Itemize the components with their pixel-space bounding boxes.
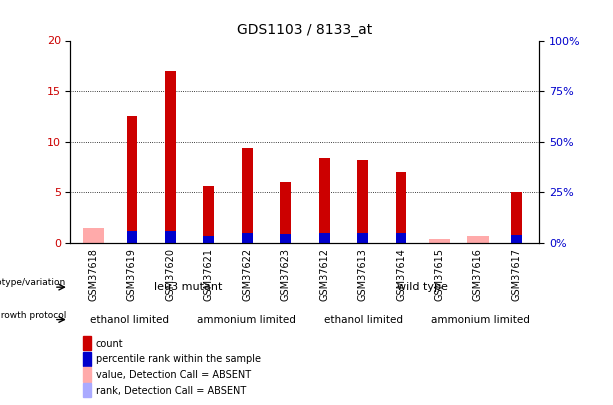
Bar: [511, 192, 522, 243]
Bar: [127, 231, 137, 243]
Text: ammonium limited: ammonium limited: [432, 315, 530, 324]
Bar: [165, 231, 176, 243]
Bar: [165, 71, 176, 243]
Text: genotype/variation: genotype/variation: [0, 278, 66, 287]
Bar: [83, 234, 104, 243]
Bar: [395, 233, 406, 243]
Bar: [83, 336, 91, 350]
Bar: [357, 233, 368, 243]
Bar: [429, 239, 450, 243]
Text: wild type: wild type: [397, 282, 447, 292]
Bar: [319, 233, 330, 243]
Bar: [242, 232, 253, 243]
Text: value, Detection Call = ABSENT: value, Detection Call = ABSENT: [96, 370, 251, 380]
Text: ethanol limited: ethanol limited: [89, 315, 169, 324]
Bar: [511, 234, 522, 243]
Bar: [319, 158, 330, 243]
Text: percentile rank within the sample: percentile rank within the sample: [96, 354, 261, 364]
Bar: [204, 186, 215, 243]
Bar: [83, 352, 91, 366]
Bar: [204, 236, 215, 243]
Title: GDS1103 / 8133_at: GDS1103 / 8133_at: [237, 23, 373, 37]
Bar: [280, 234, 291, 243]
Bar: [357, 160, 368, 243]
Text: ammonium limited: ammonium limited: [197, 315, 296, 324]
Bar: [127, 117, 137, 243]
Bar: [83, 367, 91, 382]
Bar: [395, 172, 406, 243]
Bar: [83, 228, 104, 243]
Text: rank, Detection Call = ABSENT: rank, Detection Call = ABSENT: [96, 386, 246, 396]
Bar: [83, 383, 91, 397]
Bar: [467, 236, 489, 243]
Text: leu3 mutant: leu3 mutant: [153, 282, 222, 292]
Text: growth protocol: growth protocol: [0, 311, 66, 320]
Text: ethanol limited: ethanol limited: [324, 315, 403, 324]
Bar: [242, 148, 253, 243]
Text: count: count: [96, 339, 123, 349]
Bar: [280, 182, 291, 243]
